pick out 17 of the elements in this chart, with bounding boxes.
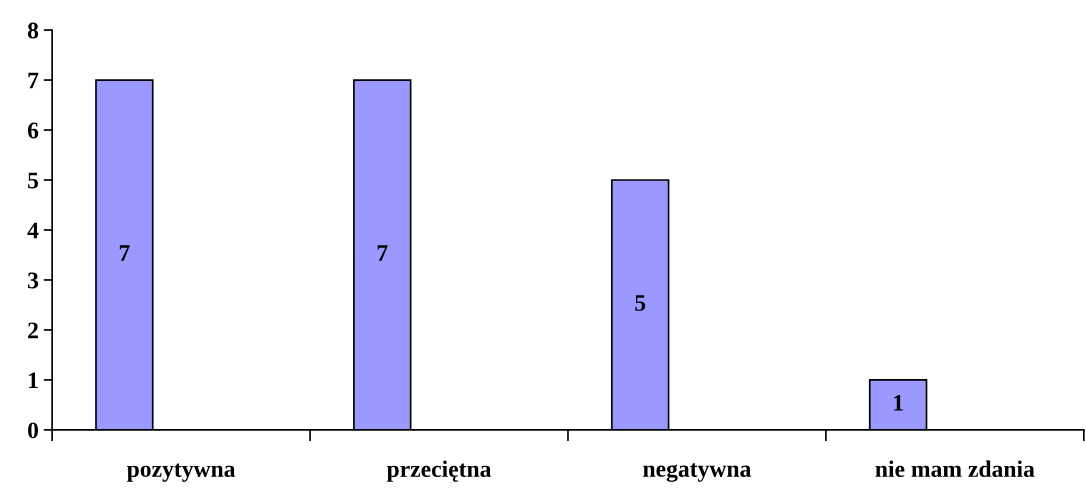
- x-tick-label: pozytywna: [126, 463, 236, 482]
- data-label: 7: [119, 245, 130, 261]
- x-tick-label: przeciętna: [386, 460, 492, 482]
- data-label: 1: [894, 395, 903, 411]
- y-tick-label: 0: [28, 422, 39, 439]
- y-tick-label: 3: [28, 272, 39, 289]
- x-tick-label: nie mam zdania: [875, 460, 1035, 478]
- y-tick-label: 7: [28, 72, 39, 89]
- y-tick-label: 4: [27, 222, 39, 239]
- y-tick-label: 2: [28, 322, 38, 339]
- y-tick-label: 6: [27, 122, 39, 139]
- data-label: 7: [377, 245, 388, 261]
- y-tick-label: 8: [27, 22, 39, 39]
- data-label: 5: [635, 295, 646, 311]
- y-tick-label: 1: [29, 372, 38, 389]
- y-tick-label: 5: [28, 172, 39, 189]
- x-tick-label: negatywna: [643, 463, 752, 482]
